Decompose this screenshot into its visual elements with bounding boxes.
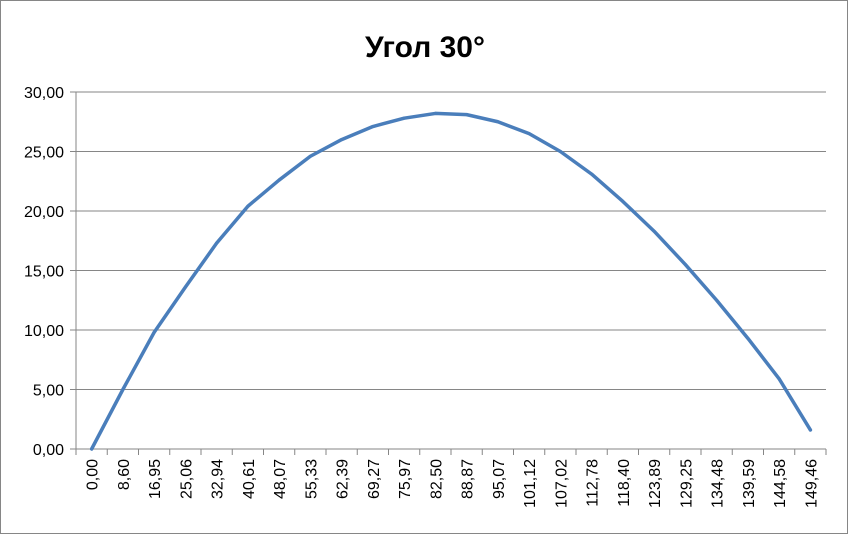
data-point xyxy=(308,154,312,158)
x-axis-ticks: 0,00 8,60 16,95 25,06 32,94 40,61 48,07 55,33 62… xyxy=(75,449,827,508)
x-tick-label: 112,78 xyxy=(585,459,602,507)
x-tick-label: 16,95 xyxy=(147,459,164,499)
x-tick-label: 32,94 xyxy=(210,459,227,499)
data-point xyxy=(433,111,437,115)
data-point xyxy=(527,132,531,136)
x-tick-label: 48,07 xyxy=(272,459,289,499)
y-axis-ticks: 0,00 5,00 10,00 15,00 20,00 25,00 30,00 xyxy=(24,85,76,459)
data-point xyxy=(465,113,469,117)
x-tick-label: 55,33 xyxy=(303,459,320,499)
x-tick-label: 75,97 xyxy=(397,459,414,499)
x-tick-label: 82,50 xyxy=(428,459,445,499)
data-point xyxy=(558,150,562,153)
data-point xyxy=(340,138,344,142)
data-point xyxy=(90,447,94,451)
data-point xyxy=(121,388,125,391)
chart-title: Угол 30° xyxy=(365,31,485,64)
data-point xyxy=(621,199,625,203)
data-point xyxy=(683,263,687,267)
x-tick-label: 139,59 xyxy=(741,459,758,508)
data-point xyxy=(496,120,500,124)
data-point xyxy=(808,428,812,432)
x-tick-label: 8,60 xyxy=(116,459,133,490)
data-point xyxy=(777,377,781,381)
data-point xyxy=(371,125,375,129)
data-point xyxy=(715,298,719,302)
gridlines xyxy=(76,91,826,390)
data-point xyxy=(215,241,219,245)
series-layer xyxy=(89,111,813,451)
y-tick-label: 30,00 xyxy=(24,85,64,102)
x-tick-label: 25,06 xyxy=(178,459,195,499)
x-tick-label: 40,61 xyxy=(241,459,258,499)
x-tick-label: 118,40 xyxy=(616,459,633,507)
data-point xyxy=(652,229,656,233)
x-tick-label: 149,46 xyxy=(803,459,820,508)
x-tick-label: 0,00 xyxy=(85,459,102,490)
y-tick-label: 5,00 xyxy=(33,383,64,400)
data-point xyxy=(590,172,594,176)
data-point xyxy=(152,330,156,334)
y-tick-label: 25,00 xyxy=(24,145,64,162)
data-point xyxy=(277,178,281,182)
series-line xyxy=(89,111,813,451)
x-tick-label: 144,58 xyxy=(772,459,789,508)
data-point xyxy=(183,285,187,289)
x-tick-label: 107,02 xyxy=(553,459,570,508)
x-tick-label: 129,25 xyxy=(678,459,695,508)
y-tick-label: 20,00 xyxy=(24,204,64,221)
data-point xyxy=(746,336,750,340)
data-point xyxy=(246,204,250,208)
y-tick-label: 15,00 xyxy=(24,264,64,281)
x-tick-label: 95,07 xyxy=(491,459,508,499)
x-tick-label: 134,48 xyxy=(710,459,727,508)
x-tick-label: 62,39 xyxy=(335,459,352,499)
x-tick-label: 88,87 xyxy=(460,459,477,499)
y-tick-label: 0,00 xyxy=(33,442,64,459)
x-tick-label: 123,89 xyxy=(647,459,664,508)
x-tick-label: 101,12 xyxy=(522,459,539,508)
x-tick-label: 69,27 xyxy=(366,459,383,499)
y-tick-label: 10,00 xyxy=(24,323,64,340)
data-point xyxy=(402,116,406,120)
